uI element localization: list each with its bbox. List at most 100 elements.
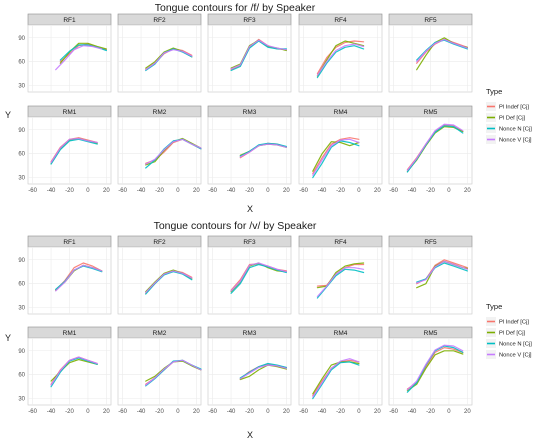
- panel-label: RF4: [334, 239, 347, 246]
- panel-label: RM1: [63, 330, 77, 337]
- panel-label: RF5: [424, 239, 437, 246]
- contour-line-nonce-n-cj: [50, 357, 98, 388]
- contour-line-pl-def-cj: [406, 350, 464, 392]
- contour-line-nonce-v-cj: [145, 359, 202, 386]
- panel-label: RM1: [63, 109, 77, 116]
- panel-rf2: RF2: [117, 235, 202, 315]
- y-tick-label: 90: [18, 36, 25, 42]
- contour-line-nonce-n-cj: [416, 39, 468, 61]
- panel-label: RF4: [334, 17, 347, 24]
- panel-rf1: RF1 30 60 90: [18, 235, 112, 315]
- legend-entry: Nonce N [Cj]: [499, 342, 532, 348]
- x-tick-label: 0: [176, 409, 180, 415]
- x-tick-label: 0: [86, 409, 90, 415]
- panel-rf3: RF3: [207, 235, 292, 315]
- x-tick-label: 0: [357, 409, 361, 415]
- contour-line-nonce-v-cj: [239, 143, 287, 158]
- panel-rf2: RF2: [117, 13, 202, 93]
- panel-label: RF1: [63, 17, 76, 24]
- panel-label: RF3: [243, 239, 256, 246]
- legend-title: Type: [486, 87, 502, 96]
- x-tick-label: 20: [374, 409, 381, 415]
- contour-line-nonce-v-cj: [406, 344, 464, 391]
- x-tick-label: -20: [426, 188, 435, 194]
- x-tick-label: 20: [103, 188, 110, 194]
- panel-label: RF1: [63, 239, 76, 246]
- figure-title: Tongue contours for /f/ by Speaker: [155, 2, 316, 14]
- legend-entry: Nonce V [Cj]: [499, 138, 532, 144]
- y-tick-label: 90: [18, 128, 25, 134]
- x-tick-label: -40: [47, 188, 56, 194]
- panel-label: RF3: [243, 17, 256, 24]
- contour-line-nonce-v-cj: [312, 358, 360, 398]
- panel-label: RF2: [153, 239, 166, 246]
- y-tick-label: 30: [18, 84, 25, 90]
- contour-line-nonce-n-cj: [312, 140, 360, 179]
- panel-rm1: RM1 30 60 90 -60 -40 -20 0 20: [18, 326, 112, 415]
- contour-line-nonce-n-cj: [239, 362, 287, 379]
- legend-entry: Pl Def [Cj]: [499, 116, 525, 122]
- panel-label: RM5: [424, 330, 438, 337]
- x-tick-label: -60: [208, 188, 217, 194]
- panel-rm1: RM1 30 60 90 -60 -40 -20 0 20: [18, 105, 112, 194]
- panel-rf5: RF5: [388, 13, 473, 93]
- x-tick-label: -60: [389, 409, 398, 415]
- panel-rm3: RM3 -60 -40 -20 0 20: [207, 326, 292, 415]
- y-tick-label: 30: [18, 176, 25, 182]
- x-tick-label: 0: [266, 409, 270, 415]
- x-tick-label: 20: [374, 188, 381, 194]
- panel-rf3: RF3: [207, 13, 292, 93]
- contour-line-nonce-n-cj: [312, 361, 360, 400]
- panel-label: RM3: [243, 109, 257, 116]
- x-tick-label: 0: [447, 409, 451, 415]
- y-tick-label: 60: [18, 152, 25, 158]
- y-tick-label: 30: [18, 397, 25, 403]
- y-tick-label: 60: [18, 373, 25, 379]
- figure-title: Tongue contours for /v/ by Speaker: [154, 220, 317, 232]
- panel-label: RM2: [153, 109, 167, 116]
- legend-entry: Pl Indef [Cj]: [499, 105, 529, 111]
- x-tick-label: -60: [118, 188, 127, 194]
- panel-label: RM3: [243, 330, 257, 337]
- y-tick-label: 60: [18, 60, 25, 66]
- contour-line-nonce-v-cj: [416, 38, 468, 63]
- legend-entry: Pl Def [Cj]: [499, 331, 525, 337]
- x-tick-label: -40: [408, 409, 417, 415]
- x-tick-label: 20: [103, 409, 110, 415]
- panel-rf4: RF4: [298, 13, 383, 93]
- x-tick-label: -60: [28, 409, 37, 415]
- contour-line-nonce-n-cj: [50, 138, 98, 165]
- x-tick-label: -40: [318, 188, 327, 194]
- x-tick-label: 20: [464, 409, 471, 415]
- x-tick-label: -40: [137, 188, 146, 194]
- y-tick-label: 90: [18, 349, 25, 355]
- contour-line-nonce-v-cj: [145, 138, 202, 165]
- x-tick-label: 0: [357, 188, 361, 194]
- figure-1: Tongue contours for /f/ by Speaker Y X RF1 3…: [5, 2, 532, 214]
- panel-rm4: RM4 -60 -40 -20 0 20: [298, 105, 383, 194]
- x-tick-label: -20: [336, 188, 345, 194]
- x-tick-label: 20: [193, 188, 200, 194]
- contour-line-pl-def-cj: [316, 40, 365, 77]
- panel-label: RF2: [153, 17, 166, 24]
- x-tick-label: -40: [318, 409, 327, 415]
- x-tick-label: 0: [266, 188, 270, 194]
- contour-line-nonce-v-cj: [230, 39, 287, 70]
- y-axis-title: Y: [5, 110, 11, 120]
- x-tick-label: -60: [389, 188, 398, 194]
- panel-rm3: RM3 -60 -40 -20 0 20: [207, 105, 292, 194]
- x-tick-label: -20: [65, 188, 74, 194]
- x-tick-label: 20: [193, 409, 200, 415]
- contour-line-nonce-n-cj: [316, 268, 365, 299]
- x-tick-label: -40: [137, 409, 146, 415]
- x-tick-label: -20: [155, 409, 164, 415]
- contour-line-pl-def-cj: [59, 42, 107, 64]
- contour-line-nonce-n-cj: [230, 263, 287, 294]
- panel-label: RM2: [153, 330, 167, 337]
- x-tick-label: 20: [283, 409, 290, 415]
- panel-label: RF5: [424, 17, 437, 24]
- panel-label: RM5: [424, 109, 438, 116]
- contour-line-nonce-v-cj: [406, 123, 464, 171]
- panel-rm5: RM5 -60 -40 -20 0 20: [388, 105, 473, 194]
